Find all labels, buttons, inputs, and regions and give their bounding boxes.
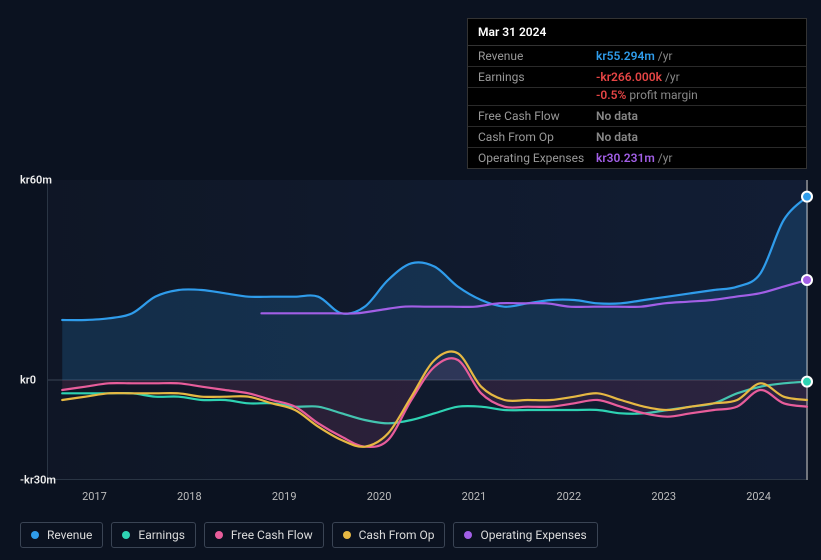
x-axis-label: 2019 <box>272 490 297 503</box>
marker-dot <box>802 377 812 387</box>
legend-label: Revenue <box>47 528 92 542</box>
legend-label: Operating Expenses <box>480 528 586 542</box>
legend-dot <box>122 531 130 539</box>
x-axis-label: 2017 <box>82 490 107 503</box>
tooltip-value: No data <box>596 130 638 144</box>
plot-area <box>47 180 806 480</box>
legend-item-revenue[interactable]: Revenue <box>20 522 103 548</box>
tooltip-value: No data <box>596 109 638 123</box>
tooltip-label: Cash From Op <box>478 130 596 144</box>
tooltip-date: Mar 31 2024 <box>468 19 806 46</box>
y-axis-label: -kr30m <box>20 474 56 487</box>
legend-dot <box>343 531 351 539</box>
x-axis-label: 2023 <box>651 490 676 503</box>
marker-dot <box>802 275 812 285</box>
legend-dot <box>464 531 472 539</box>
x-axis-label: 2024 <box>746 490 771 503</box>
tooltip-label: Revenue <box>478 49 596 63</box>
x-axis-label: 2022 <box>556 490 581 503</box>
legend-label: Cash From Op <box>359 528 435 542</box>
x-axis-label: 2020 <box>367 490 392 503</box>
tooltip-row: Cash From OpNo data <box>468 127 806 148</box>
legend-dot <box>215 531 223 539</box>
marker-dot <box>802 192 812 202</box>
x-axis-label: 2018 <box>177 490 202 503</box>
tooltip-label: Free Cash Flow <box>478 109 596 123</box>
legend: Revenue Earnings Free Cash Flow Cash From O… <box>20 522 598 548</box>
x-axis-label: 2021 <box>462 490 487 503</box>
legend-item-operating-expenses[interactable]: Operating Expenses <box>453 522 597 548</box>
tooltip-value: kr55.294m/yr <box>596 49 672 63</box>
tooltip-value: -kr266.000k/yr <box>596 70 680 84</box>
legend-label: Free Cash Flow <box>231 528 313 542</box>
legend-dot <box>31 531 39 539</box>
tooltip-row: Revenuekr55.294m/yr <box>468 46 806 67</box>
y-axis-label: kr0 <box>20 374 36 387</box>
tooltip-value: -0.5%profit margin <box>596 88 698 102</box>
tooltip-row: -0.5%profit margin <box>468 88 806 106</box>
tooltip-panel: Mar 31 2024 Revenuekr55.294m/yrEarnings-… <box>467 18 807 169</box>
legend-label: Earnings <box>138 528 185 542</box>
y-axis-label: kr60m <box>20 174 52 187</box>
tooltip-row: Free Cash FlowNo data <box>468 106 806 127</box>
tooltip-row: Earnings-kr266.000k/yr <box>468 67 806 88</box>
legend-item-cash-from-op[interactable]: Cash From Op <box>332 522 446 548</box>
legend-item-free-cash-flow[interactable]: Free Cash Flow <box>204 522 324 548</box>
chart <box>15 160 806 480</box>
legend-item-earnings[interactable]: Earnings <box>111 522 196 548</box>
tooltip-label: Earnings <box>478 70 596 84</box>
